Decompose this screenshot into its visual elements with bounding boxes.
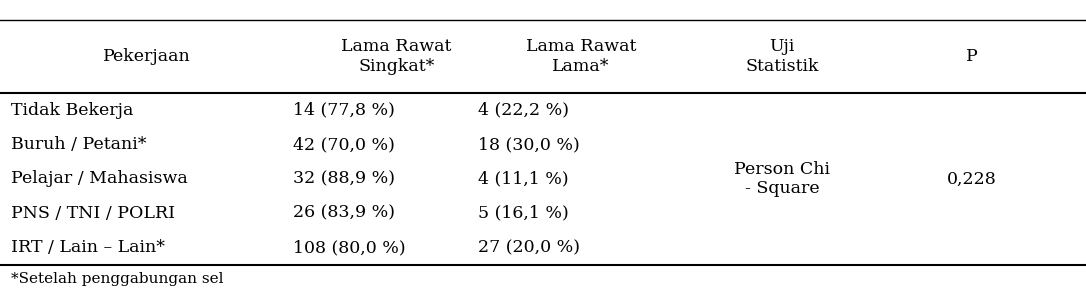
Text: Pekerjaan: Pekerjaan <box>103 48 190 65</box>
Text: 0,228: 0,228 <box>947 171 997 187</box>
Text: Person Chi
- Square: Person Chi - Square <box>734 161 830 197</box>
Text: 4 (22,2 %): 4 (22,2 %) <box>478 102 569 119</box>
Text: Lama Rawat
Lama*: Lama Rawat Lama* <box>526 38 636 75</box>
Text: IRT / Lain – Lain*: IRT / Lain – Lain* <box>11 239 165 256</box>
Text: Buruh / Petani*: Buruh / Petani* <box>11 136 147 153</box>
Text: PNS / TNI / POLRI: PNS / TNI / POLRI <box>11 205 175 222</box>
Text: 14 (77,8 %): 14 (77,8 %) <box>293 102 395 119</box>
Text: 18 (30,0 %): 18 (30,0 %) <box>478 136 580 153</box>
Text: 42 (70,0 %): 42 (70,0 %) <box>293 136 395 153</box>
Text: 26 (83,9 %): 26 (83,9 %) <box>293 205 395 222</box>
Text: 4 (11,1 %): 4 (11,1 %) <box>478 171 568 187</box>
Text: Pelajar / Mahasiswa: Pelajar / Mahasiswa <box>11 171 188 187</box>
Text: Lama Rawat
Singkat*: Lama Rawat Singkat* <box>341 38 452 75</box>
Text: *Setelah penggabungan sel: *Setelah penggabungan sel <box>11 272 224 286</box>
Text: 32 (88,9 %): 32 (88,9 %) <box>293 171 395 187</box>
Text: 108 (80,0 %): 108 (80,0 %) <box>293 239 406 256</box>
Text: P: P <box>967 48 977 65</box>
Text: Uji
Statistik: Uji Statistik <box>745 38 819 75</box>
Text: Tidak Bekerja: Tidak Bekerja <box>11 102 134 119</box>
Text: 27 (20,0 %): 27 (20,0 %) <box>478 239 580 256</box>
Text: 5 (16,1 %): 5 (16,1 %) <box>478 205 569 222</box>
